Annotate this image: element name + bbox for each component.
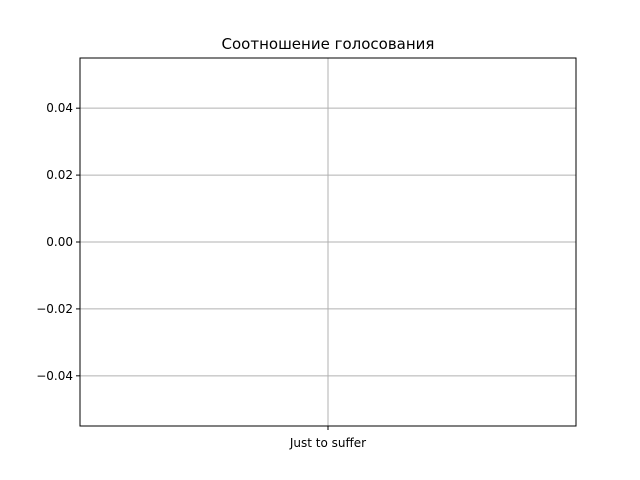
y-tick-label: −0.04 bbox=[36, 369, 73, 383]
plot-frame bbox=[79, 57, 577, 427]
y-tick-label: 0.02 bbox=[46, 168, 73, 182]
y-tick-label: 0.00 bbox=[46, 235, 73, 249]
y-axis: 0.04 0.02 0.00 −0.02 −0.04 bbox=[36, 101, 80, 383]
y-tick-label: −0.02 bbox=[36, 302, 73, 316]
chart-title: Соотношение голосования bbox=[222, 35, 435, 53]
grid bbox=[80, 58, 576, 426]
x-axis: Just to suffer bbox=[289, 426, 366, 450]
x-tick-label: Just to suffer bbox=[289, 436, 366, 450]
y-tick-label: 0.04 bbox=[46, 101, 73, 115]
